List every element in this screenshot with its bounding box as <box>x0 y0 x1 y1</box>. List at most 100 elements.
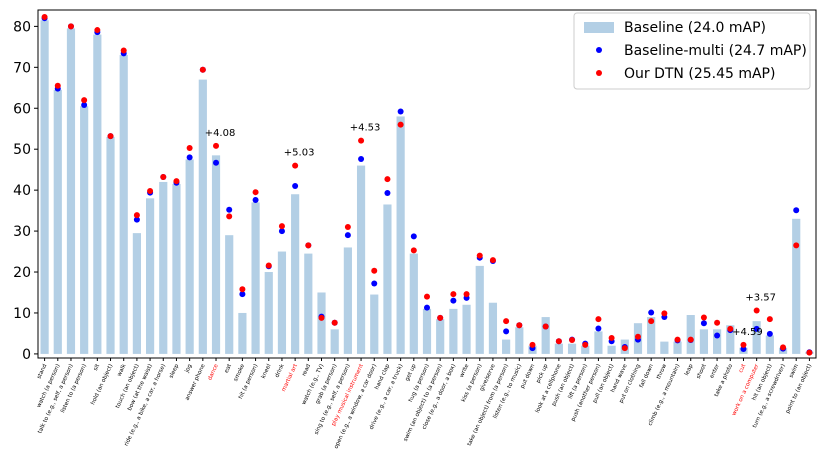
bar-18 <box>277 251 287 354</box>
dtn-point-28 <box>410 247 417 254</box>
dtn-point-2 <box>67 23 74 30</box>
multi-point-28 <box>410 233 417 240</box>
bar-46 <box>647 317 656 354</box>
bar-30 <box>436 319 445 354</box>
annotation-3: +4.59 <box>732 327 763 338</box>
bar-20 <box>304 253 313 354</box>
dtn-point-8 <box>147 187 154 194</box>
bar-41 <box>581 345 590 354</box>
dtn-point-11 <box>186 144 193 151</box>
dtn-point-40 <box>569 336 576 343</box>
dtn-point-36 <box>516 322 523 329</box>
dtn-point-33 <box>476 252 483 259</box>
bar-22 <box>330 329 339 354</box>
dtn-point-26 <box>384 176 391 183</box>
dtn-point-49 <box>687 336 694 343</box>
y-tick-label-2: 20 <box>13 265 31 281</box>
x-tick-label-10: sleep <box>169 363 181 379</box>
dtn-point-45 <box>634 333 641 340</box>
dtn-point-12 <box>199 66 206 73</box>
multi-point-54 <box>753 325 760 332</box>
dtn-point-30 <box>437 314 444 321</box>
bar-32 <box>462 304 471 354</box>
dtn-point-42 <box>595 316 602 323</box>
multi-point-18 <box>278 228 285 235</box>
dtn-point-48 <box>674 336 681 343</box>
bar-28 <box>409 253 418 354</box>
multi-point-16 <box>252 196 259 203</box>
bar-6 <box>119 55 128 354</box>
bar-13 <box>211 155 221 354</box>
bar-51 <box>713 329 722 354</box>
multi-point-29 <box>424 304 430 311</box>
bar-55 <box>765 335 774 354</box>
multi-point-42 <box>595 325 602 332</box>
bar-31 <box>449 308 458 354</box>
x-tick-label-28: get up <box>405 363 418 382</box>
multi-point-23 <box>344 232 351 239</box>
dtn-point-37 <box>529 341 536 348</box>
bar-17 <box>264 272 273 354</box>
legend-label-dtn: Our DTN (25.45 mAP) <box>624 66 775 82</box>
bar-1 <box>53 89 62 354</box>
legend-marker-multi <box>596 47 602 53</box>
y-tick-label-5: 50 <box>13 142 31 158</box>
legend-label-baseline: Baseline (24.0 mAP) <box>624 20 766 36</box>
bar-38 <box>541 317 550 354</box>
dtn-point-7 <box>133 212 140 219</box>
bar-25 <box>370 294 379 354</box>
bar-16 <box>251 202 260 354</box>
bar-35 <box>502 339 511 354</box>
bar-9 <box>159 181 168 354</box>
bar-3 <box>80 106 89 354</box>
multi-point-55 <box>766 330 773 337</box>
multi-point-26 <box>384 190 391 197</box>
dtn-point-57 <box>793 242 800 249</box>
x-tick-label-3: listen to (a person) <box>60 363 88 414</box>
bar-39 <box>554 343 563 354</box>
bar-14 <box>225 235 234 354</box>
bar-2 <box>66 28 76 354</box>
multi-point-50 <box>700 320 707 327</box>
dtn-point-27 <box>397 121 404 128</box>
x-tick-label-14: eat <box>224 363 234 374</box>
dtn-point-10 <box>173 178 180 185</box>
dtn-point-55 <box>766 316 773 323</box>
x-tick-label-47: throw <box>656 363 668 380</box>
dtn-point-15 <box>239 286 246 293</box>
dtn-points <box>41 13 813 356</box>
bar-42 <box>594 331 603 354</box>
bar-10 <box>172 184 181 354</box>
x-tick-label-18: drink <box>274 363 286 379</box>
dtn-point-31 <box>450 291 457 298</box>
dtn-point-39 <box>555 338 562 345</box>
dtn-point-22 <box>331 319 338 326</box>
dtn-point-25 <box>371 267 378 274</box>
multi-point-13 <box>213 159 220 166</box>
bar-12 <box>198 79 207 354</box>
bar-48 <box>673 341 682 354</box>
bar-29 <box>422 308 432 354</box>
x-tick-label-11: jog <box>184 363 194 375</box>
dtn-point-43 <box>608 334 615 341</box>
x-tick-label-58: point to (an object) <box>785 363 813 414</box>
dtn-point-52 <box>727 325 734 332</box>
bar-19 <box>291 194 300 354</box>
bar-43 <box>607 345 616 354</box>
multi-point-3 <box>81 101 88 108</box>
bar-34 <box>488 302 498 354</box>
dtn-point-50 <box>700 314 707 321</box>
x-tick-label-17: kneel <box>261 363 273 380</box>
bar-57 <box>792 218 801 354</box>
bar-8 <box>146 198 155 354</box>
dtn-point-53 <box>740 341 747 348</box>
multi-point-25 <box>371 280 378 287</box>
axes-layer: 0 10 20 30 40 50 60 70 80 <box>13 9 817 363</box>
annotation-2: +4.53 <box>350 123 381 134</box>
x-tick-label-57: swim <box>788 363 800 379</box>
dtn-point-3 <box>81 97 88 104</box>
x-tick-label-15: smoke <box>233 363 246 383</box>
